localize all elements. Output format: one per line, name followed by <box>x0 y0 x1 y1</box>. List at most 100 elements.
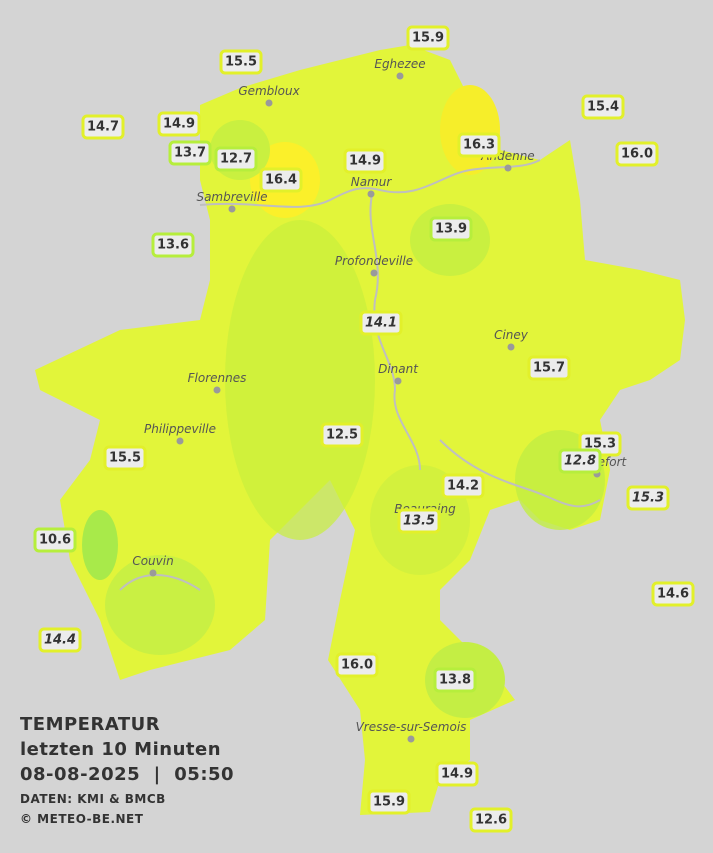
city-label: Eghezee <box>374 57 425 71</box>
temperature: 13.8 <box>439 673 471 688</box>
label-box <box>367 789 411 815</box>
temperature: 14.9 <box>349 154 381 169</box>
city-label: Namur <box>351 175 393 189</box>
city-label: Profondeville <box>335 254 413 268</box>
label-box <box>219 49 263 75</box>
station-label: 14.6 <box>651 581 695 607</box>
temperature: 15.4 <box>587 100 619 115</box>
label-box <box>406 25 450 51</box>
label-box <box>214 146 258 172</box>
station-label: 15.7 <box>527 355 571 381</box>
temperature: 14.1 <box>365 316 397 331</box>
label-box <box>335 652 379 678</box>
station-label: 12.8 <box>558 448 602 474</box>
city-label: Florennes <box>188 371 247 385</box>
city-label: Dinant <box>378 362 419 376</box>
copyright: © METEO-BE.NET <box>20 812 144 826</box>
temperature: 15.9 <box>412 31 444 46</box>
temperature: 15.3 <box>584 437 616 452</box>
city-dot <box>394 377 402 385</box>
station-label: 16.0 <box>335 652 379 678</box>
label-box <box>433 667 477 693</box>
label-box <box>457 132 501 158</box>
city-dot <box>176 437 184 445</box>
station-label: 16.4 <box>259 167 303 193</box>
temperature: 13.7 <box>174 146 206 161</box>
station-label: 12.7 <box>214 146 258 172</box>
subtitle: letzten 10 Minuten <box>20 739 221 760</box>
temperature: 15.5 <box>109 451 141 466</box>
station-label: 15.3 <box>626 485 670 511</box>
station-label: 13.6 <box>151 232 195 258</box>
label-box <box>38 627 82 653</box>
station-label: 15.9 <box>406 25 450 51</box>
temperature: 14.9 <box>441 767 473 782</box>
temperature: 12.5 <box>326 428 358 443</box>
temperature: 13.9 <box>435 222 467 237</box>
city-dot <box>504 164 512 172</box>
title: TEMPERATUR <box>20 714 160 735</box>
temperature: 15.3 <box>632 491 664 506</box>
temperature: 16.3 <box>463 138 495 153</box>
city-dot <box>370 269 378 277</box>
station-label: 16.3 <box>457 132 501 158</box>
title-block: TEMPERATUR letzten 10 Minuten 08-08-2025… <box>20 714 234 826</box>
label-box <box>397 508 441 534</box>
temperature: 14.4 <box>44 633 76 648</box>
temperature: 15.7 <box>533 361 565 376</box>
city-dot <box>265 99 273 107</box>
city-label: Sambreville <box>196 190 267 204</box>
label-box <box>151 232 195 258</box>
city-dot <box>407 735 415 743</box>
label-box <box>651 581 695 607</box>
label-box <box>259 167 303 193</box>
city-dot <box>367 190 375 198</box>
city-dot <box>396 72 404 80</box>
temperature: 13.5 <box>403 514 435 529</box>
station-label: 12.5 <box>320 422 364 448</box>
label-box <box>168 140 212 166</box>
label-box <box>81 114 125 140</box>
label-box <box>103 445 147 471</box>
station-label: 14.1 <box>359 310 403 336</box>
label-box <box>469 807 513 833</box>
label-box <box>441 473 485 499</box>
temperature: 14.9 <box>163 117 195 132</box>
label-box <box>527 355 571 381</box>
city-dot <box>213 386 221 394</box>
temperature: 14.7 <box>87 120 119 135</box>
station-label: 13.9 <box>429 216 473 242</box>
temperature: 13.6 <box>157 238 189 253</box>
station-label: 15.4 <box>581 94 625 120</box>
label-box <box>558 448 602 474</box>
station-label: 14.4 <box>38 627 82 653</box>
source: DATEN: KMI & BMCB <box>20 792 166 806</box>
temperature: 16.0 <box>621 147 653 162</box>
label-box <box>33 527 77 553</box>
datetime: 08-08-2025 | 05:50 <box>20 764 234 785</box>
station-label: 14.9 <box>343 148 387 174</box>
label-box <box>615 141 659 167</box>
label-box <box>343 148 387 174</box>
city-dot <box>149 569 157 577</box>
city-label: Gembloux <box>238 84 300 98</box>
label-box <box>359 310 403 336</box>
station-label: 15.5 <box>219 49 263 75</box>
temperature: 15.5 <box>225 55 257 70</box>
station-label: 16.0 <box>615 141 659 167</box>
temperature: 12.8 <box>564 454 596 469</box>
temperature: 10.6 <box>39 533 71 548</box>
station-label: 15.5 <box>103 445 147 471</box>
city-dot <box>228 205 236 213</box>
temperature: 12.7 <box>220 152 252 167</box>
label-box <box>581 94 625 120</box>
city-label: Ciney <box>494 328 529 342</box>
station-label: 15.9 <box>367 789 411 815</box>
label-box <box>626 485 670 511</box>
temperature: 14.2 <box>447 479 479 494</box>
station-label: 12.6 <box>469 807 513 833</box>
label-box <box>320 422 364 448</box>
label-box <box>435 761 479 787</box>
station-label: 14.2 <box>441 473 485 499</box>
